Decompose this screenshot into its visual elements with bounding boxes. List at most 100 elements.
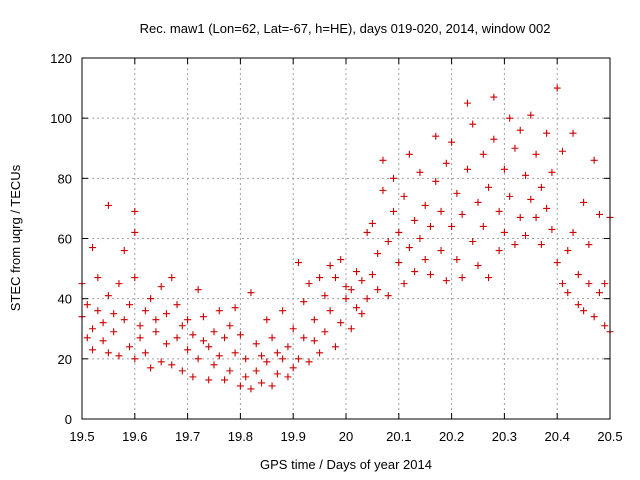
data-point xyxy=(236,382,244,390)
data-point xyxy=(305,280,313,288)
data-point xyxy=(310,316,318,324)
data-point xyxy=(252,340,260,348)
data-point xyxy=(400,192,408,200)
data-point xyxy=(210,361,218,369)
data-point xyxy=(242,373,250,381)
data-point xyxy=(363,295,371,303)
data-point xyxy=(495,247,503,255)
data-point xyxy=(258,352,266,360)
data-point xyxy=(231,304,239,312)
data-point xyxy=(442,159,450,167)
data-point xyxy=(268,382,276,390)
data-point xyxy=(242,355,250,363)
data-point xyxy=(294,355,302,363)
x-tick-label: 20.4 xyxy=(545,429,570,444)
data-point xyxy=(469,238,477,246)
data-point xyxy=(173,334,181,342)
data-point xyxy=(110,328,118,336)
data-point xyxy=(316,274,324,282)
data-point xyxy=(247,385,255,393)
data-point xyxy=(421,256,429,264)
x-tick-label: 20.5 xyxy=(597,429,622,444)
data-point xyxy=(316,349,324,357)
data-point xyxy=(448,222,456,230)
data-point xyxy=(258,379,266,387)
data-point xyxy=(558,280,566,288)
data-point xyxy=(99,319,107,327)
data-point xyxy=(453,189,461,197)
data-point xyxy=(432,132,440,140)
data-point xyxy=(115,352,123,360)
data-point xyxy=(458,210,466,218)
data-point xyxy=(89,244,97,252)
chart-title: Rec. maw1 (Lon=62, Lat=-67, h=HE), days … xyxy=(140,21,551,36)
data-point xyxy=(580,307,588,315)
data-point xyxy=(131,228,139,236)
data-point xyxy=(405,244,413,252)
data-point xyxy=(205,343,213,351)
data-point xyxy=(252,367,260,375)
data-point xyxy=(585,280,593,288)
y-tick-label: 40 xyxy=(58,292,72,307)
data-point xyxy=(590,156,598,164)
data-point xyxy=(363,228,371,236)
data-point xyxy=(500,228,508,236)
x-axis-label: GPS time / Days of year 2014 xyxy=(260,457,432,472)
y-axis-label: STEC from uqrg / TECUs xyxy=(8,164,23,311)
data-point xyxy=(184,346,192,354)
data-point xyxy=(231,349,239,357)
data-point xyxy=(162,340,170,348)
data-point xyxy=(115,280,123,288)
data-point xyxy=(205,376,213,384)
data-point xyxy=(374,286,382,294)
data-point xyxy=(511,144,519,152)
data-point xyxy=(353,304,361,312)
x-tick-label: 19.6 xyxy=(122,429,147,444)
data-point xyxy=(131,207,139,215)
data-point xyxy=(463,165,471,173)
data-point xyxy=(358,277,366,285)
data-point xyxy=(263,358,271,366)
x-tick-label: 20.3 xyxy=(492,429,517,444)
data-point xyxy=(395,228,403,236)
data-point xyxy=(527,195,535,203)
data-point xyxy=(305,358,313,366)
data-point xyxy=(289,364,297,372)
x-tick-label: 20 xyxy=(339,429,353,444)
data-point xyxy=(564,247,572,255)
data-point xyxy=(432,177,440,185)
data-point xyxy=(136,334,144,342)
data-point xyxy=(120,247,128,255)
data-point xyxy=(247,289,255,297)
data-point xyxy=(437,207,445,215)
data-point xyxy=(284,343,292,351)
data-point xyxy=(479,222,487,230)
data-point xyxy=(379,186,387,194)
data-point xyxy=(553,259,561,267)
data-point xyxy=(347,286,355,294)
data-point xyxy=(326,262,334,270)
data-points xyxy=(78,84,614,393)
data-point xyxy=(131,274,139,282)
data-point xyxy=(126,301,134,309)
data-point xyxy=(442,277,450,285)
data-point xyxy=(516,213,524,221)
data-point xyxy=(152,316,160,324)
data-point xyxy=(83,301,91,309)
data-point xyxy=(226,322,234,330)
data-point xyxy=(358,310,366,318)
data-point xyxy=(300,298,308,306)
data-point xyxy=(147,295,155,303)
data-point xyxy=(506,114,514,122)
data-point xyxy=(405,150,413,158)
data-point xyxy=(279,355,287,363)
data-point xyxy=(268,334,276,342)
data-point xyxy=(83,334,91,342)
data-point xyxy=(342,295,350,303)
data-point xyxy=(331,274,339,282)
data-point xyxy=(168,274,176,282)
data-point xyxy=(548,225,556,233)
data-point xyxy=(279,307,287,315)
data-point xyxy=(474,198,482,206)
data-point xyxy=(221,334,229,342)
